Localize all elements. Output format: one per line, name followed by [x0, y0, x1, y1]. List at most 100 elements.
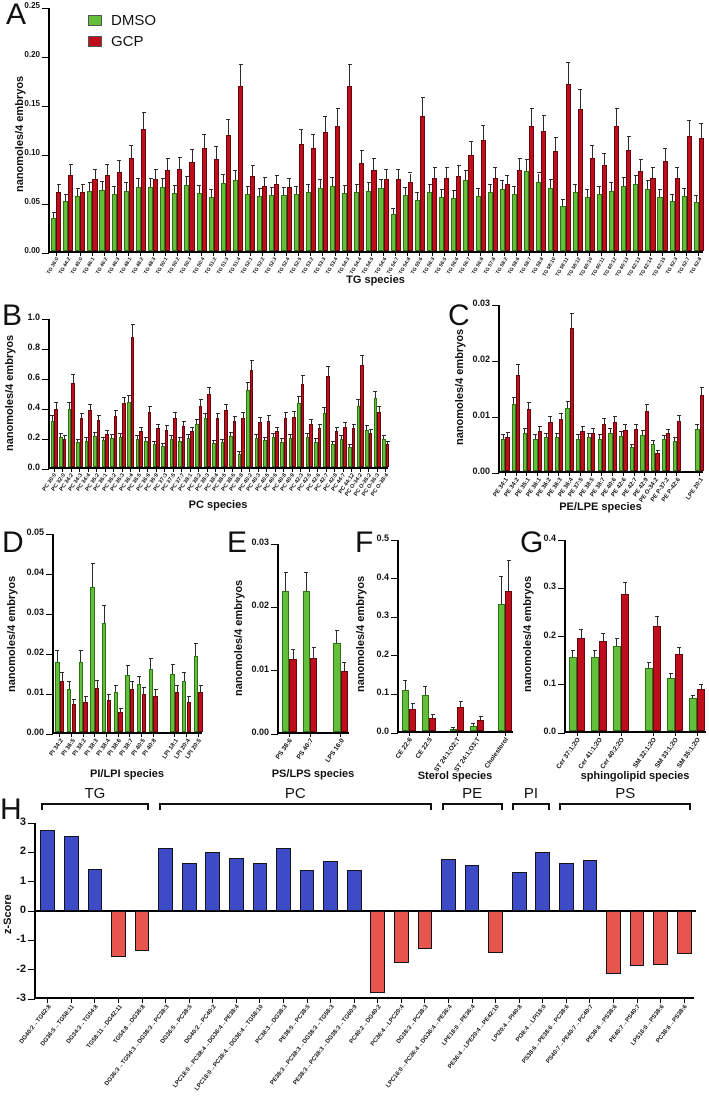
y-tick	[46, 613, 53, 615]
error-bar	[157, 424, 159, 428]
error-bar	[432, 714, 434, 718]
y-tick-label: 0.00	[251, 727, 269, 737]
x-tick	[516, 253, 518, 256]
y-tick-label: -1	[16, 933, 26, 946]
error-bar-cap	[311, 133, 316, 135]
error-bar	[507, 433, 508, 437]
panel-a-plot: 0.00 0.05 0.10 0.15 0.20 0.25 TG 36:0 TG 44:2 TG…	[24, 1, 705, 278]
zscore-bar-positive	[87, 869, 103, 911]
error-bar-cap	[87, 182, 92, 184]
dmso-bar	[666, 677, 675, 731]
y-tick	[391, 693, 398, 695]
error-bar	[106, 431, 108, 434]
x-tick	[298, 253, 300, 256]
dmso-bar	[297, 402, 301, 467]
y-tick	[42, 408, 49, 410]
error-bar	[453, 191, 455, 199]
error-bar-cap	[275, 426, 280, 428]
error-bar	[631, 445, 633, 448]
error-bar-cap	[105, 430, 110, 432]
x-tick	[249, 469, 251, 472]
error-bar	[140, 427, 142, 431]
error-bar	[628, 136, 630, 151]
error-bar-cap	[62, 434, 67, 436]
error-bar-cap	[342, 661, 347, 663]
error-bar-cap	[226, 119, 231, 121]
y-tick-label: 0.2	[543, 629, 556, 640]
x-tick	[96, 469, 98, 472]
error-bar	[65, 194, 67, 202]
x-tick	[342, 469, 344, 472]
dmso-bar	[220, 442, 225, 467]
error-bar-cap	[541, 114, 546, 116]
dmso-bar	[356, 405, 361, 467]
gcp-bar	[343, 426, 347, 467]
error-bar-cap	[96, 414, 101, 416]
error-bar-cap	[306, 183, 311, 185]
gcp-bar	[686, 136, 692, 251]
error-bar-cap	[175, 684, 180, 686]
error-bar-cap	[165, 158, 170, 160]
dmso-bar	[208, 197, 214, 251]
error-bar-cap	[381, 434, 386, 436]
dmso-bar	[640, 434, 645, 471]
error-bar	[343, 662, 345, 671]
error-bar	[361, 355, 363, 365]
gcp-bar	[62, 438, 67, 467]
dmso-bar	[497, 604, 505, 731]
error-bar-cap	[408, 172, 413, 174]
error-bar	[513, 397, 515, 405]
x-tick	[334, 253, 336, 256]
y-tick	[271, 670, 278, 672]
x-tick	[130, 469, 132, 472]
error-bar	[60, 434, 62, 437]
gcp-bar	[94, 688, 100, 732]
error-bar-cap	[193, 642, 198, 644]
gcp-bar	[407, 182, 413, 251]
error-bar-cap	[578, 89, 583, 91]
x-tick	[181, 469, 183, 472]
gcp-bar	[601, 423, 607, 471]
x-tick	[53, 469, 55, 472]
panel-g-xlabel: sphingolipid species	[580, 770, 690, 782]
gcp-bar	[140, 128, 147, 251]
error-bar	[378, 406, 380, 412]
error-bar	[602, 634, 604, 642]
gcp-bar	[644, 411, 650, 471]
error-bar-cap	[512, 185, 517, 187]
error-bar-cap	[334, 426, 339, 428]
error-bar	[98, 415, 100, 420]
error-bar-cap	[651, 439, 656, 441]
y-tick-label: 0.3	[376, 610, 389, 621]
error-bar-cap	[646, 661, 651, 663]
gcp-bar	[432, 177, 438, 251]
error-bar-cap	[67, 402, 72, 404]
error-bar	[385, 170, 387, 180]
error-bar	[155, 690, 156, 696]
gcp-bar	[92, 179, 98, 251]
error-bar	[108, 694, 110, 700]
error-bar	[155, 170, 157, 180]
error-bar-cap	[423, 686, 428, 688]
error-bar-cap	[311, 647, 316, 649]
x-tick	[79, 253, 81, 256]
zscore-bar-positive	[511, 871, 527, 911]
error-bar-cap	[699, 122, 704, 124]
error-bar-cap	[190, 426, 195, 428]
group-bracket	[40, 803, 150, 810]
panel-letter-a: A	[6, 0, 27, 31]
panel-b-plot: 0.0 0.2 0.4 0.6 0.8 1.0 PC 30:0 PC 32:0 PC 34:2 P…	[27, 312, 389, 497]
error-bar	[404, 187, 406, 196]
dmso-bar	[148, 669, 154, 732]
error-bar	[89, 183, 91, 192]
x-tick	[240, 469, 242, 472]
error-bar	[656, 617, 658, 626]
x-tick	[189, 469, 191, 472]
y-tick	[28, 939, 35, 941]
y-tick	[42, 378, 49, 380]
gcp-bar	[56, 192, 62, 251]
gcp-bar	[650, 177, 656, 251]
error-bar	[380, 180, 382, 189]
error-bar-cap	[592, 650, 597, 652]
panel-e-xlabel: PS/LPS species	[271, 768, 355, 780]
